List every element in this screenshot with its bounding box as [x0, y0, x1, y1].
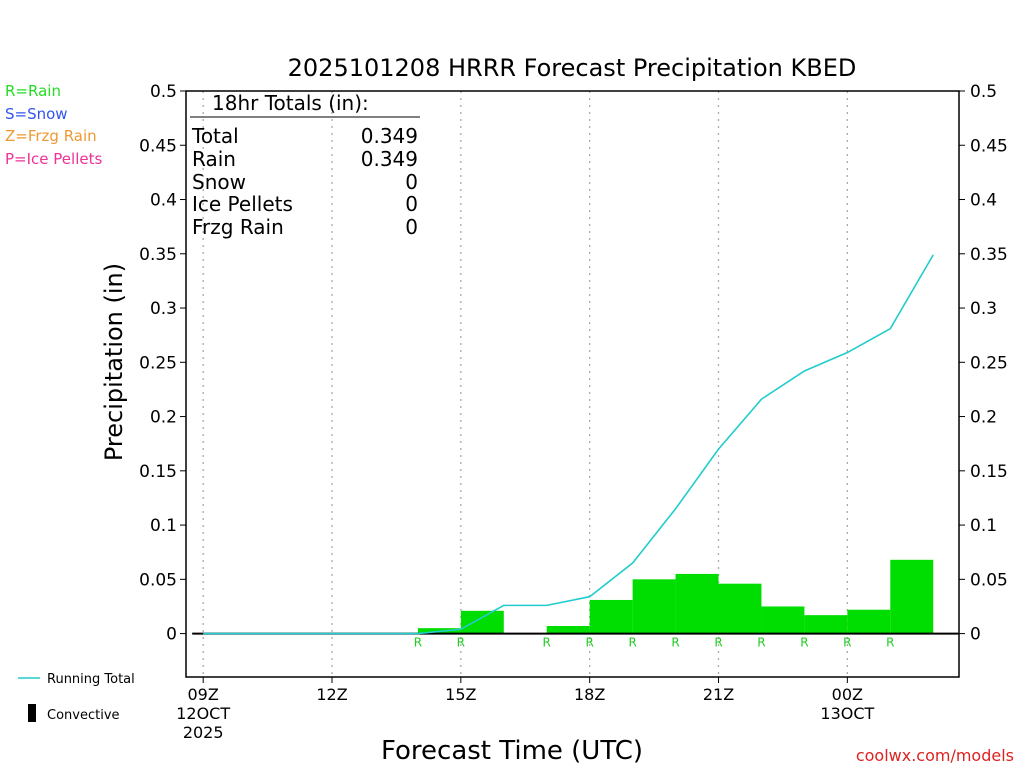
totals-header: 18hr Totals (in):: [212, 91, 369, 115]
totals-label-ice-pellets: Ice Pellets: [192, 192, 293, 216]
x-tick-label: 12Z: [316, 685, 347, 704]
totals-label-snow: Snow: [192, 170, 246, 194]
y-tick-label-left: 0.2: [150, 408, 177, 428]
y-tick-label-right: 0: [970, 625, 981, 645]
hourly-bar: [890, 559, 934, 634]
credit-text: coolwx.com/models: [856, 746, 1014, 765]
legend-ice-pellets: P=Ice Pellets: [5, 150, 102, 168]
y-tick-label-left: 0.45: [139, 136, 177, 156]
y-tick-label-right: 0.4: [970, 191, 997, 211]
totals-box: 18hr Totals (in): Total 0.349 Rain 0.349…: [190, 91, 420, 239]
precip-type-label: R: [886, 636, 894, 650]
y-tick-label-right: 0.1: [970, 516, 997, 536]
legend-rain: R=Rain: [5, 82, 61, 100]
bottom-legend: Running Total Convective: [18, 672, 135, 723]
y-tick-label-left: 0.25: [139, 353, 177, 373]
hourly-bars: [417, 559, 934, 634]
x-tick-label: 21Z: [703, 685, 734, 704]
totals-value-frzg-rain: 0: [405, 215, 418, 239]
precip-type-label: R: [543, 636, 551, 650]
y-tick-label-right: 0.25: [970, 353, 1008, 373]
y-axis-label: Precipitation (in): [100, 263, 128, 461]
y-tick-label-right: 0.3: [970, 299, 997, 319]
totals-value-snow: 0: [405, 170, 418, 194]
y-tick-label-right: 0.45: [970, 136, 1008, 156]
precip-type-label: R: [757, 636, 765, 650]
x-tick-label: 15Z: [445, 685, 476, 704]
hourly-bar: [804, 615, 848, 634]
precip-type-label: R: [843, 636, 851, 650]
y-tick-label-right: 0.5: [970, 82, 997, 102]
x-tick-label: 13OCT: [820, 704, 874, 723]
y-tick-label-left: 0: [166, 625, 177, 645]
totals-label-total: Total: [191, 124, 239, 148]
y-tick-label-left: 0.1: [150, 516, 177, 536]
precip-type-legend: R=Rain S=Snow Z=Frzg Rain P=Ice Pellets: [5, 82, 102, 168]
y-tick-label-left: 0.35: [139, 245, 177, 265]
hourly-bar: [460, 610, 504, 634]
running-total-legend-label: Running Total: [47, 672, 135, 687]
totals-label-frzg-rain: Frzg Rain: [192, 215, 284, 239]
plot-frame: [185, 90, 960, 678]
precip-type-label: R: [671, 636, 679, 650]
hourly-bar: [589, 599, 633, 634]
y-axis-left: 0 0.05 0.1 0.15 0.2 0.25 0.3 0.35 0.4 0.45 0.5: [139, 82, 186, 645]
x-tick-label: 00Z: [832, 685, 863, 704]
hourly-bar: [632, 579, 676, 634]
y-tick-label-right: 0.15: [970, 462, 1008, 482]
hourly-bar: [761, 606, 805, 634]
y-tick-label-left: 0.05: [139, 570, 177, 590]
hourly-bar: [718, 583, 762, 634]
chart-title: 2025101208 HRRR Forecast Precipitation K…: [288, 54, 857, 82]
y-tick-label-left: 0.4: [150, 191, 177, 211]
precip-type-label: R: [586, 636, 594, 650]
totals-value-ice-pellets: 0: [405, 192, 418, 216]
legend-snow: S=Snow: [5, 105, 68, 123]
legend-frzg-rain: Z=Frzg Rain: [5, 127, 97, 145]
x-tick-label: 18Z: [574, 685, 605, 704]
y-axis-right: 0 0.05 0.1 0.15 0.2 0.25 0.3 0.35 0.4 0.45 0.5: [959, 82, 1008, 645]
convective-legend-swatch: [28, 704, 36, 722]
precip-type-label: R: [800, 636, 808, 650]
y-tick-label-right: 0.2: [970, 408, 997, 428]
precip-type-label: R: [414, 636, 422, 650]
y-tick-label-left: 0.5: [150, 82, 177, 102]
running-total-line: [203, 254, 934, 635]
x-tick-label: 2025: [183, 723, 224, 742]
y-tick-label-left: 0.15: [139, 462, 177, 482]
hourly-bar: [847, 609, 891, 634]
hourly-bar: [546, 625, 590, 634]
hourly-bar: [675, 573, 719, 634]
precip-type-label: R: [714, 636, 722, 650]
x-tick-label: 09Z: [188, 685, 219, 704]
x-tick-label: 12OCT: [176, 704, 230, 723]
totals-value-total: 0.349: [361, 124, 418, 148]
x-axis-label: Forecast Time (UTC): [381, 736, 643, 766]
convective-legend-label: Convective: [47, 708, 120, 723]
precip-type-label: R: [628, 636, 636, 650]
y-tick-label-right: 0.35: [970, 245, 1008, 265]
y-tick-label-right: 0.05: [970, 570, 1008, 590]
y-tick-label-left: 0.3: [150, 299, 177, 319]
precip-type-label: R: [457, 636, 465, 650]
totals-value-rain: 0.349: [361, 147, 418, 171]
totals-label-rain: Rain: [192, 147, 236, 171]
